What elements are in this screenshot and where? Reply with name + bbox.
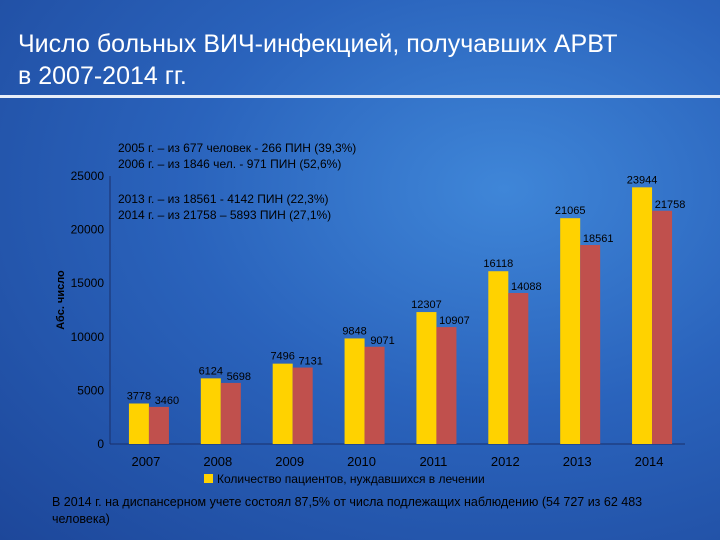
- bar-needed-2010: [344, 338, 365, 444]
- bar-needed-2012: [488, 271, 509, 444]
- y-tick-label: 15000: [71, 276, 105, 290]
- title-line-2: в 2007-2014 гг.: [18, 62, 187, 90]
- data-label-needed: 7496: [270, 351, 294, 363]
- bar-needed-2008: [200, 378, 221, 444]
- bar-treated-2010: [364, 346, 385, 444]
- bar-treated-2009: [292, 367, 313, 444]
- bar-treated-2008: [220, 382, 241, 444]
- note-line: 2014 г. – из 21758 – 5893 ПИН (27,1%): [118, 208, 332, 222]
- slide-title: Число больных ВИЧ-инфекцией, получавших …: [18, 28, 708, 92]
- title-divider: [0, 95, 720, 98]
- bar-treated-2011: [436, 327, 457, 444]
- bar-needed-2009: [272, 363, 293, 444]
- title-line-1: Число больных ВИЧ-инфекцией, получавших …: [18, 30, 618, 58]
- data-label-needed: 16118: [483, 258, 513, 270]
- data-label-needed: 23944: [627, 174, 658, 186]
- data-label-treated: 3460: [155, 395, 179, 407]
- data-label-treated: 18561: [583, 233, 614, 245]
- bar-treated-2014: [652, 210, 673, 444]
- bar-treated-2013: [580, 245, 601, 444]
- y-tick-label: 0: [97, 437, 104, 451]
- x-tick-label: 2011: [419, 454, 447, 469]
- data-label-treated: 9071: [370, 335, 394, 347]
- data-label-needed: 12307: [411, 299, 442, 311]
- bar-treated-2007: [148, 406, 169, 444]
- y-tick-label: 20000: [71, 223, 105, 237]
- data-label-treated: 10907: [439, 315, 470, 327]
- data-label-needed: 6124: [199, 365, 223, 377]
- note-line: 2006 г. – из 1846 чел. - 971 ПИН (52,6%): [118, 157, 342, 171]
- bar-treated-2012: [508, 292, 529, 444]
- data-label-treated: 7131: [298, 356, 322, 368]
- bar-needed-2014: [632, 187, 653, 444]
- footnote: В 2014 г. на диспансерном учете состоял …: [52, 495, 643, 526]
- data-label-needed: 9848: [342, 325, 366, 337]
- bar-needed-2007: [128, 403, 149, 444]
- x-tick-label: 2010: [347, 454, 376, 469]
- legend-label: Количество пациентов, нуждавшихся в лече…: [217, 472, 485, 486]
- y-tick-label: 10000: [71, 330, 105, 344]
- data-label-needed: 21065: [555, 205, 586, 217]
- x-tick-label: 2008: [203, 454, 232, 469]
- y-tick-label: 25000: [71, 169, 105, 183]
- x-tick-label: 2014: [635, 454, 664, 469]
- note-2013-2014: 2013 г. – из 18561 - 4142 ПИН (22,3%) 20…: [118, 191, 438, 223]
- data-label-needed: 3778: [127, 390, 151, 402]
- bar-needed-2013: [560, 218, 581, 444]
- legend-swatch: [204, 474, 213, 483]
- data-label-treated: 21758: [655, 199, 686, 211]
- x-tick-label: 2013: [563, 454, 592, 469]
- x-tick-label: 2009: [275, 454, 304, 469]
- bar-needed-2011: [416, 312, 437, 444]
- note-2005-2006: 2005 г. – из 677 человек - 266 ПИН (39,3…: [118, 140, 438, 172]
- note-line: 2013 г. – из 18561 - 4142 ПИН (22,3%): [118, 192, 329, 206]
- data-label-treated: 14088: [511, 281, 542, 293]
- data-label-treated: 5698: [227, 371, 251, 383]
- y-axis-label: Абс. число: [55, 270, 67, 330]
- x-tick-label: 2007: [131, 454, 160, 469]
- y-tick-label: 5000: [77, 383, 104, 397]
- note-line: 2005 г. – из 677 человек - 266 ПИН (39,3…: [118, 141, 357, 155]
- x-tick-label: 2012: [491, 454, 520, 469]
